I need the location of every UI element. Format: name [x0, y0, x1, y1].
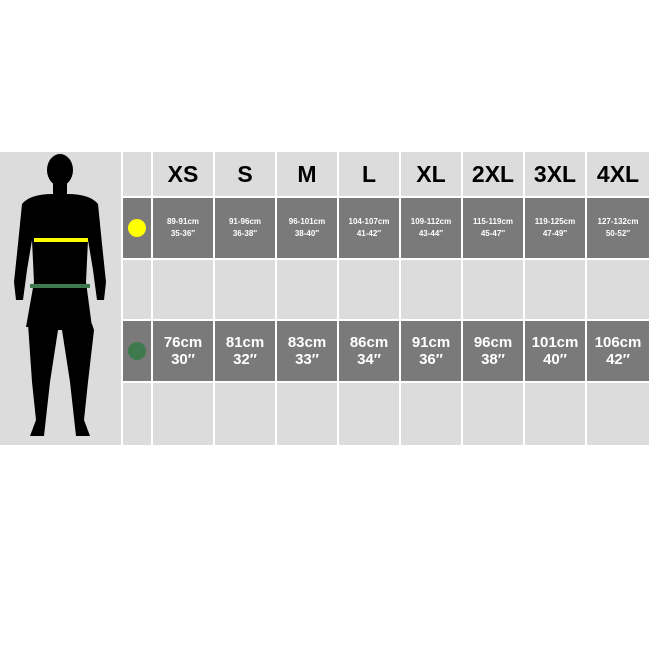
- spacer-cell: [277, 383, 337, 445]
- size-chart-table: XS 89-91cm 35-36″ 76cm 30″ S 91-96cm 36-38″ 81cm…: [0, 152, 650, 445]
- waist-inch-value: 40″: [543, 351, 567, 368]
- waist-cm-value: 86cm: [349, 334, 389, 351]
- chest-cell: 127-132cm 50-52″: [587, 198, 649, 258]
- waist-cell: 83cm 33″: [277, 321, 337, 381]
- waist-cm-value: 106cm: [594, 334, 642, 351]
- chest-cell: 109-112cm 43-44″: [401, 198, 461, 258]
- man-silhouette-icon: [14, 154, 106, 436]
- waist-inch-value: 30″: [171, 351, 195, 368]
- spacer-cell: [339, 383, 399, 445]
- spacer-cell: [277, 260, 337, 319]
- chest-cell: 115-119cm 45-47″: [463, 198, 523, 258]
- spacer-cell: [401, 383, 461, 445]
- waist-cm-value: 96cm: [473, 334, 513, 351]
- waist-inch-value: 32″: [233, 351, 257, 368]
- waist-cell: 96cm 38″: [463, 321, 523, 381]
- size-header: 4XL: [587, 152, 649, 196]
- chest-cell: 96-101cm 38-40″: [277, 198, 337, 258]
- chest-cm-value: 96-101cm: [288, 217, 326, 226]
- waist-inch-value: 36″: [419, 351, 443, 368]
- waist-cm-value: 81cm: [225, 334, 265, 351]
- chest-inch-value: 50-52″: [605, 229, 631, 238]
- waist-line-icon: [30, 284, 90, 288]
- waist-cell: 106cm 42″: [587, 321, 649, 381]
- chest-cm-value: 104-107cm: [348, 217, 390, 226]
- chest-cm-value: 119-125cm: [534, 217, 576, 226]
- waist-cell: 101cm 40″: [525, 321, 585, 381]
- chest-cm-value: 89-91cm: [166, 217, 200, 226]
- chest-inch-value: 35-36″: [170, 229, 196, 238]
- spacer-cell: [463, 383, 523, 445]
- chest-inch-value: 38-40″: [294, 229, 320, 238]
- waist-cm-value: 83cm: [287, 334, 327, 351]
- waist-marker-cell: [123, 321, 151, 381]
- size-header: 2XL: [463, 152, 523, 196]
- chest-cell: 104-107cm 41-42″: [339, 198, 399, 258]
- chest-inch-value: 41-42″: [356, 229, 382, 238]
- chest-dot-icon: [128, 219, 146, 237]
- spacer-cell: [215, 260, 275, 319]
- chest-inch-value: 36-38″: [232, 229, 258, 238]
- waist-cell: 81cm 32″: [215, 321, 275, 381]
- chest-cm-value: 91-96cm: [228, 217, 262, 226]
- chest-cm-value: 127-132cm: [597, 217, 639, 226]
- chest-inch-value: 45-47″: [480, 229, 506, 238]
- waist-cell: 76cm 30″: [153, 321, 213, 381]
- chest-marker-cell: [123, 198, 151, 258]
- size-header: L: [339, 152, 399, 196]
- waist-inch-value: 38″: [481, 351, 505, 368]
- size-header: XL: [401, 152, 461, 196]
- waist-dot-icon: [128, 342, 146, 360]
- spacer-cell: [587, 260, 649, 319]
- size-header: M: [277, 152, 337, 196]
- waist-cm-value: 91cm: [411, 334, 451, 351]
- spacer-cell: [401, 260, 461, 319]
- chest-line-icon: [34, 238, 88, 242]
- chest-cm-value: 115-119cm: [472, 217, 514, 226]
- size-header: S: [215, 152, 275, 196]
- spacer-cell: [525, 260, 585, 319]
- waist-cell: 91cm 36″: [401, 321, 461, 381]
- spacer-cell: [215, 383, 275, 445]
- waist-inch-value: 34″: [357, 351, 381, 368]
- size-header: XS: [153, 152, 213, 196]
- waist-cm-value: 76cm: [163, 334, 203, 351]
- chest-cm-value: 109-112cm: [410, 217, 452, 226]
- spacer-cell: [153, 383, 213, 445]
- spacer-cell: [153, 260, 213, 319]
- spacer-cell: [587, 383, 649, 445]
- chest-inch-value: 43-44″: [418, 229, 444, 238]
- chest-cell: 119-125cm 47-49″: [525, 198, 585, 258]
- spacer-cell: [123, 260, 151, 319]
- chest-inch-value: 47-49″: [542, 229, 568, 238]
- waist-inch-value: 33″: [295, 351, 319, 368]
- waist-inch-value: 42″: [606, 351, 630, 368]
- spacer-cell: [123, 383, 151, 445]
- body-silhouette-panel: [0, 152, 121, 445]
- chest-cell: 89-91cm 35-36″: [153, 198, 213, 258]
- size-header: 3XL: [525, 152, 585, 196]
- spacer-cell: [339, 260, 399, 319]
- waist-cm-value: 101cm: [531, 334, 579, 351]
- corner-cell: [123, 152, 151, 196]
- spacer-cell: [463, 260, 523, 319]
- spacer-cell: [525, 383, 585, 445]
- waist-cell: 86cm 34″: [339, 321, 399, 381]
- chest-cell: 91-96cm 36-38″: [215, 198, 275, 258]
